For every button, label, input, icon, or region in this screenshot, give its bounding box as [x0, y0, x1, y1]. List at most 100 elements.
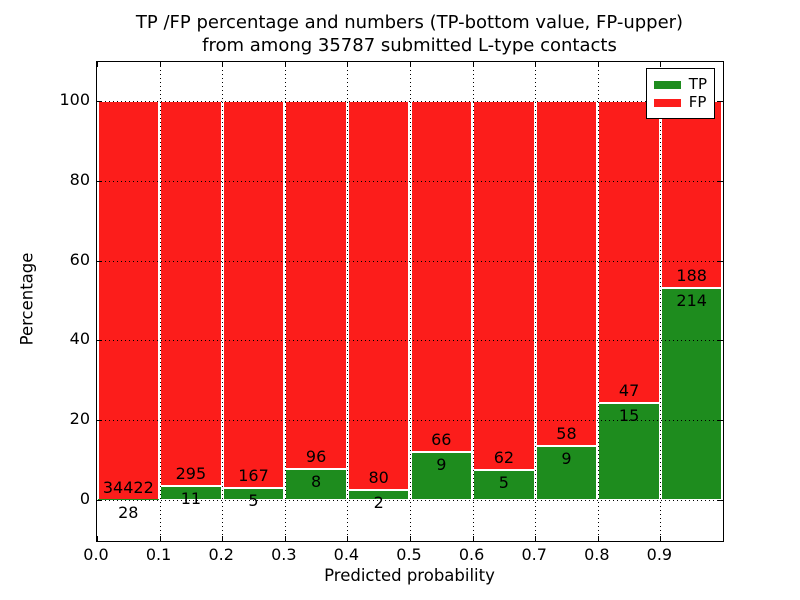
x-tick-top: [284, 62, 286, 67]
chart-title: TP /FP percentage and numbers (TP-bottom…: [96, 12, 723, 57]
fp-count-label: 167: [238, 466, 269, 486]
chart-title-line2: from among 35787 submitted L-type contac…: [202, 34, 617, 56]
y-tick-label: 20: [69, 409, 90, 429]
fp-count-label: 188: [676, 265, 707, 285]
chart-title-line1: TP /FP percentage and numbers (TP-bottom…: [135, 12, 684, 33]
x-tick-top: [347, 62, 349, 67]
x-tick-label: 0.2: [208, 545, 234, 564]
fp-count-label: 34422: [102, 477, 154, 497]
y-axis-label: Percentage: [17, 252, 37, 346]
y-tick-label: 100: [59, 90, 90, 109]
x-tick-bottom: [535, 536, 537, 541]
x-tick-top: [410, 62, 411, 67]
legend-label-fp: FP: [688, 93, 707, 111]
y-tick-left: [97, 420, 102, 422]
y-tick-left: [97, 101, 102, 102]
tp-count-label: 8: [311, 472, 322, 492]
tp-count-label: 15: [618, 406, 640, 426]
y-tick-right: [718, 340, 723, 342]
y-tick-label: 0: [79, 489, 90, 508]
tp-count-label: 214: [676, 290, 707, 310]
legend-item-fp: FP: [653, 93, 707, 111]
tp-count-label: 5: [248, 491, 259, 511]
legend-swatch-tp: [653, 80, 681, 89]
bar-segment-fp: [410, 101, 473, 453]
y-tick-right: [718, 180, 723, 182]
bar-segment-fp: [160, 101, 222, 486]
bar-segment-tp: [535, 446, 598, 500]
bar-segment-tp: [598, 403, 660, 500]
plot-area: TP FP 34422 28 295 11 167 5 96 8 80 2 66 9 62 5 58 9 47 1…: [96, 61, 724, 542]
bar-segment-fp: [347, 101, 410, 491]
y-tick-left: [97, 180, 102, 182]
bar-segment-fp: [285, 101, 347, 470]
legend-swatch-fp: [653, 98, 681, 107]
tp-count-label: 11: [180, 488, 202, 508]
y-tick-right: [718, 420, 723, 422]
fp-count-label: 96: [305, 447, 327, 467]
x-tick-label: 0.8: [584, 545, 610, 564]
bar-segment-tp: [97, 498, 160, 500]
bar-segment-fp: [598, 101, 660, 404]
x-tick-bottom: [472, 536, 474, 541]
x-tick-top: [97, 62, 98, 67]
gridline-vertical: [410, 62, 411, 541]
y-tick-right: [718, 260, 723, 262]
bar-segment-fp: [660, 101, 723, 288]
x-tick-label: 0.7: [521, 545, 547, 564]
legend: TP FP: [645, 68, 715, 119]
tp-count-label: 9: [561, 449, 572, 469]
tp-count-label: 2: [373, 493, 384, 513]
fp-count-label: 66: [431, 430, 452, 450]
x-tick-top: [660, 62, 662, 67]
x-tick-label: 0.3: [271, 545, 297, 564]
x-tick-bottom: [410, 536, 411, 541]
gridline-vertical: [222, 62, 224, 541]
x-tick-label: 0.1: [145, 545, 172, 564]
x-tick-top: [472, 62, 474, 67]
x-tick-label: 0.5: [396, 545, 422, 564]
bar-segment-fp: [97, 101, 160, 500]
gridline-vertical: [472, 62, 474, 541]
x-tick-bottom: [597, 536, 599, 541]
fp-count-label: 47: [618, 381, 640, 401]
x-tick-label: 0.0: [83, 545, 109, 564]
x-tick-label: 0.4: [333, 545, 360, 564]
y-tick-label: 80: [69, 169, 90, 189]
y-tick-label: 40: [69, 329, 90, 349]
fp-count-label: 58: [556, 424, 577, 444]
y-tick-label: 60: [69, 249, 90, 269]
fp-count-label: 62: [493, 448, 515, 468]
fp-count-label: 295: [175, 463, 207, 483]
legend-label-tp: TP: [688, 75, 707, 93]
y-tick-left: [97, 340, 102, 342]
y-tick-right: [718, 500, 723, 501]
bar-segment-tp: [410, 452, 473, 500]
x-tick-label: 0.9: [646, 545, 673, 564]
y-tick-left: [97, 260, 102, 262]
gridline-vertical: [597, 62, 599, 541]
tp-count-label: 9: [436, 455, 447, 475]
x-tick-label: 0.6: [458, 545, 485, 564]
x-tick-top: [597, 62, 599, 67]
bar-segment-fp: [222, 101, 285, 489]
tp-count-label: 28: [118, 502, 139, 522]
x-tick-bottom: [284, 536, 286, 541]
x-tick-top: [159, 62, 161, 67]
fp-count-label: 80: [368, 468, 389, 488]
x-tick-top: [535, 62, 537, 67]
x-tick-bottom: [97, 536, 98, 541]
y-tick-right: [718, 101, 723, 102]
gridline-vertical: [660, 62, 662, 541]
legend-item-tp: TP: [653, 75, 707, 93]
x-tick-top: [222, 62, 224, 67]
gridline-vertical: [347, 62, 349, 541]
x-axis-label: Predicted probability: [324, 566, 495, 585]
gridline-vertical: [284, 62, 286, 541]
bar-segment-fp: [473, 101, 535, 471]
bar-segment-fp: [535, 101, 598, 447]
gridline-vertical: [535, 62, 537, 541]
bar-segment-tp: [660, 287, 723, 500]
y-tick-left: [97, 500, 102, 501]
